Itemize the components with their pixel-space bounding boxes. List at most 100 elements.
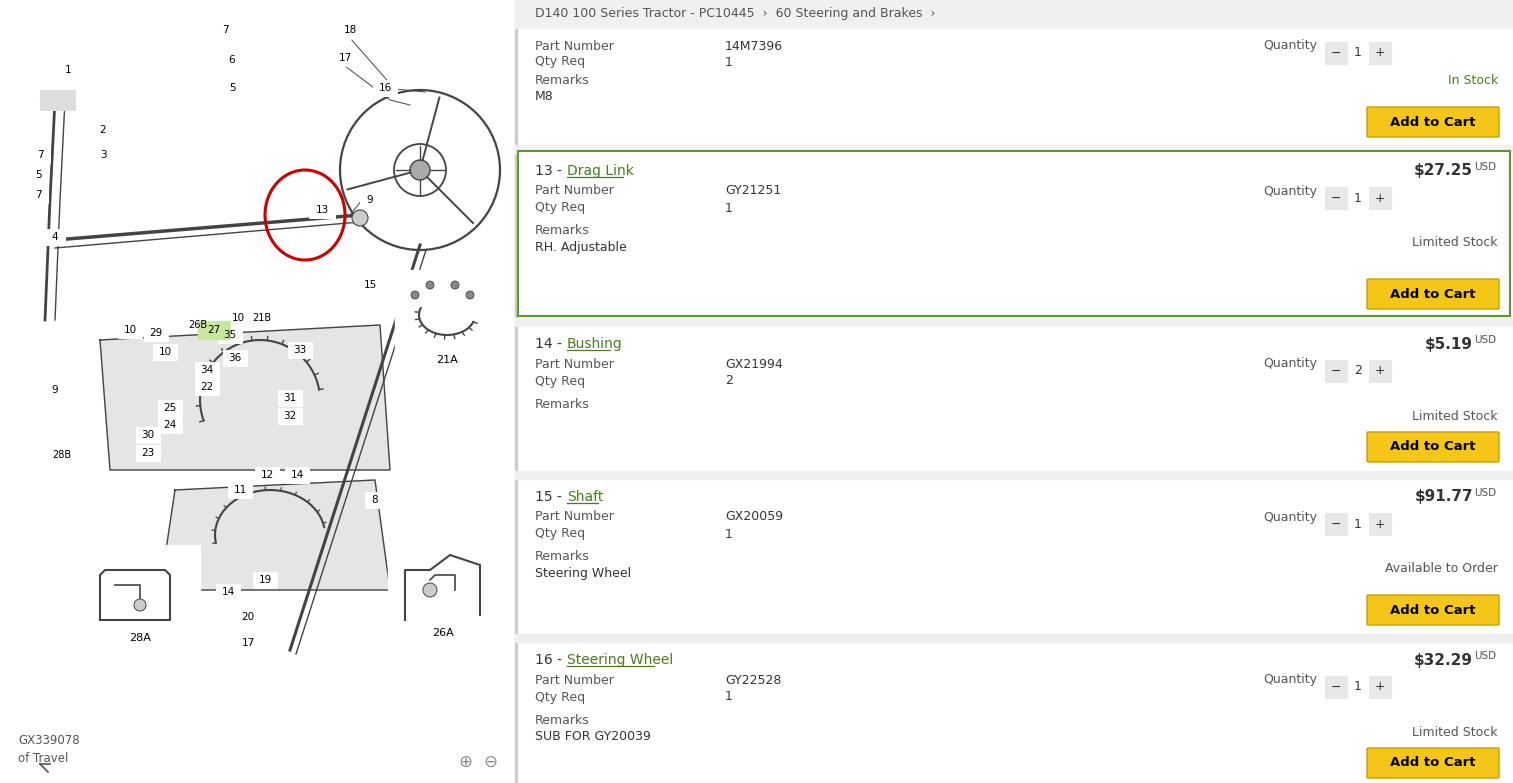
Bar (514, 145, 1513, 153)
Bar (153, 344, 177, 360)
Text: Quantity: Quantity (1263, 185, 1316, 197)
Text: 6: 6 (228, 55, 236, 65)
Text: 33: 33 (294, 345, 307, 355)
Bar (1325, 42, 1390, 64)
Text: 17: 17 (339, 53, 351, 63)
Text: 2: 2 (725, 374, 732, 388)
Bar (228, 482, 253, 498)
Bar (136, 445, 160, 461)
Text: Part Number: Part Number (536, 511, 614, 524)
Text: 14: 14 (221, 587, 235, 597)
Text: Part Number: Part Number (536, 185, 614, 197)
Bar (360, 192, 380, 208)
Text: GY21251: GY21251 (725, 185, 781, 197)
Bar (278, 390, 303, 406)
Text: Add to Cart: Add to Cart (1390, 756, 1475, 770)
Text: D140 100 Series Tractor - PC10445  ›  60 Steering and Brakes  ›: D140 100 Series Tractor - PC10445 › 60 S… (536, 8, 935, 20)
Bar (218, 327, 242, 343)
Circle shape (353, 210, 368, 226)
Bar (514, 471, 1513, 479)
Text: Add to Cart: Add to Cart (1390, 604, 1475, 616)
Bar (333, 50, 357, 66)
Text: 11: 11 (233, 485, 247, 495)
Text: USD: USD (1474, 162, 1496, 172)
Text: 9: 9 (366, 195, 374, 205)
Bar (195, 362, 219, 378)
Text: Limited Stock: Limited Stock (1413, 236, 1498, 250)
Text: Shaft: Shaft (567, 490, 604, 504)
Bar (30, 147, 50, 163)
Text: USD: USD (1474, 335, 1496, 345)
Bar (45, 229, 65, 245)
Circle shape (427, 281, 434, 289)
Text: 1: 1 (65, 65, 71, 75)
Bar (514, 0, 517, 783)
Bar (118, 322, 142, 338)
Bar (359, 277, 381, 293)
Bar (514, 318, 1513, 326)
Text: SUB FOR GY20039: SUB FOR GY20039 (536, 730, 651, 742)
Text: 13: 13 (315, 205, 328, 215)
Bar (1325, 187, 1347, 209)
Text: 2: 2 (100, 125, 106, 135)
Text: 22: 22 (200, 382, 213, 392)
Bar (1369, 187, 1390, 209)
Bar (225, 310, 250, 326)
Bar (57, 62, 79, 78)
Bar (136, 427, 160, 443)
Bar (253, 572, 277, 588)
Bar (387, 540, 505, 645)
Bar (185, 317, 212, 333)
Bar (222, 80, 242, 96)
Bar (92, 147, 113, 163)
Bar (0, 0, 514, 783)
Bar (45, 382, 65, 398)
Text: GY22528: GY22528 (725, 673, 781, 687)
Text: 10: 10 (124, 325, 136, 335)
Bar (1369, 42, 1390, 64)
Bar (514, 0, 1513, 783)
Text: 28B: 28B (53, 450, 71, 460)
Circle shape (135, 599, 145, 611)
Text: 16 -: 16 - (536, 653, 566, 667)
Text: 24: 24 (163, 420, 177, 430)
Bar (195, 379, 219, 395)
Text: 12: 12 (260, 470, 274, 480)
FancyBboxPatch shape (1368, 748, 1499, 778)
Bar (309, 202, 334, 218)
Text: 1: 1 (725, 56, 732, 68)
Text: 10: 10 (231, 313, 245, 323)
Text: 25: 25 (163, 403, 177, 413)
Bar (1325, 360, 1347, 382)
Text: Quantity: Quantity (1263, 673, 1316, 687)
Text: Steering Wheel: Steering Wheel (567, 653, 673, 667)
Text: 7: 7 (36, 150, 44, 160)
Text: +: + (1375, 365, 1386, 377)
Bar (248, 310, 275, 326)
Bar (514, 479, 1513, 634)
Bar (236, 635, 260, 651)
Text: 26A: 26A (433, 628, 454, 638)
Bar (48, 447, 76, 463)
Bar (1369, 360, 1390, 382)
Bar (157, 417, 182, 433)
Text: 35: 35 (224, 330, 236, 340)
Text: USD: USD (1474, 651, 1496, 661)
Text: Steering Wheel: Steering Wheel (536, 566, 631, 579)
Bar (278, 408, 303, 424)
Text: Add to Cart: Add to Cart (1390, 441, 1475, 453)
Text: 28A: 28A (129, 633, 151, 643)
Text: 7: 7 (222, 25, 228, 35)
Bar (1325, 513, 1390, 535)
Bar (222, 350, 247, 366)
Text: 8: 8 (372, 495, 378, 505)
Text: In Stock: In Stock (1448, 74, 1498, 86)
Text: 1: 1 (1354, 680, 1362, 694)
Text: 16: 16 (378, 83, 392, 93)
Bar (514, 642, 1513, 783)
Text: Add to Cart: Add to Cart (1390, 116, 1475, 128)
Text: Qty Req: Qty Req (536, 528, 586, 540)
Bar (85, 545, 200, 650)
Text: Qty Req: Qty Req (536, 691, 586, 703)
Bar (284, 467, 309, 483)
